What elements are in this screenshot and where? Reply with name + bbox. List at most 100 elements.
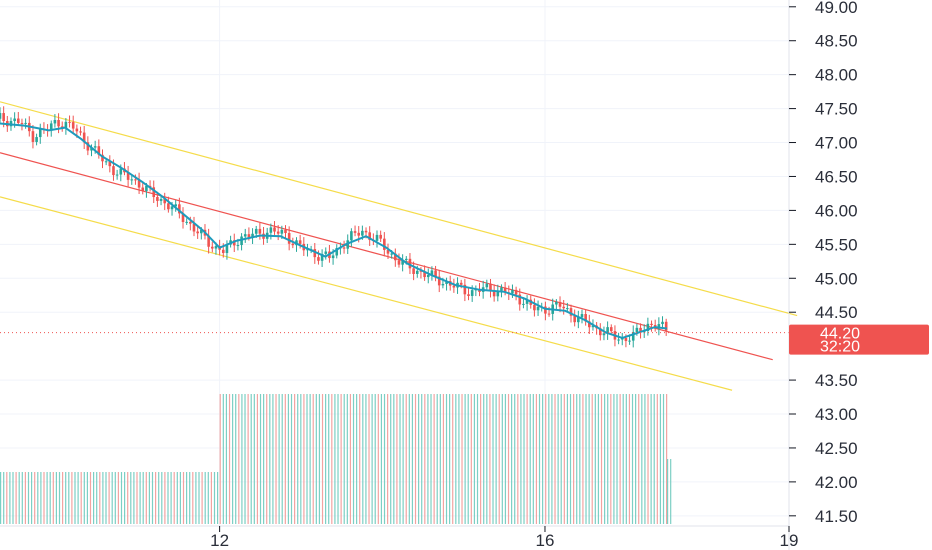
volume-bar: [238, 394, 240, 524]
volume-bar: [442, 394, 445, 524]
candle-body: [243, 234, 247, 237]
volume-bar: [498, 394, 500, 524]
candle-body: [536, 306, 540, 311]
volume-bar: [294, 394, 296, 524]
volume-bar: [198, 472, 200, 524]
candle-body: [518, 294, 522, 305]
volume-bar: [411, 394, 414, 524]
candle-body: [82, 132, 86, 143]
volume-bar: [579, 394, 581, 524]
candle-body: [196, 231, 199, 234]
volume-bar: [594, 394, 596, 524]
candle-body: [181, 213, 185, 222]
candle-body: [577, 317, 580, 323]
price-tick-label: 46.00: [815, 201, 858, 220]
candle-body: [525, 299, 529, 304]
volume-bar: [597, 394, 600, 524]
volume-bar: [653, 394, 655, 524]
volume-bar: [263, 394, 265, 524]
volume-bar: [303, 394, 305, 524]
volume-bar: [275, 394, 277, 524]
candle-body: [573, 315, 576, 323]
price-tick-label: 48.00: [815, 66, 858, 85]
volume-bar: [210, 472, 212, 524]
volume-bar: [309, 394, 311, 524]
candle-body: [401, 259, 404, 265]
candle-body: [57, 119, 60, 127]
volume-bar: [545, 394, 547, 524]
volume-bar: [37, 472, 39, 524]
volume-bar: [387, 394, 389, 524]
volume-bar: [253, 394, 255, 524]
volume-bar: [46, 472, 48, 524]
volume-bar: [9, 472, 11, 524]
candle-body: [434, 270, 437, 277]
candle-body: [350, 231, 353, 241]
volume-bar: [306, 394, 308, 524]
volume-bar: [662, 394, 665, 524]
volume-bar: [352, 394, 355, 524]
candle-body: [287, 233, 291, 244]
candle-body: [145, 185, 148, 191]
candle-body: [258, 228, 262, 234]
volume-bar: [452, 394, 454, 524]
candle-body: [167, 203, 170, 210]
price-tick-label: 46.50: [815, 167, 858, 186]
volume-bar: [102, 472, 104, 524]
candle-body: [20, 122, 24, 124]
volume-bar: [219, 394, 221, 524]
volume-bar: [666, 459, 669, 524]
volume-bar: [195, 472, 197, 524]
volume-bar: [449, 394, 451, 524]
candle-body: [459, 282, 463, 285]
volume-bar: [269, 394, 271, 524]
candle-body: [368, 232, 371, 241]
volume-bar: [405, 394, 407, 524]
volume-bar: [130, 472, 132, 524]
volume-bar: [164, 472, 166, 524]
volume-bar: [105, 472, 107, 524]
candle-body: [558, 301, 562, 307]
volume-bar: [504, 394, 507, 524]
candle-body: [547, 313, 551, 315]
volume-bar: [359, 394, 361, 524]
candle-body: [317, 257, 320, 261]
candle-body: [331, 255, 335, 259]
volume-bar: [535, 394, 538, 524]
candle-body: [280, 229, 284, 234]
volume-bar: [89, 472, 92, 524]
candle-body: [463, 284, 467, 295]
volume-bar: [176, 472, 178, 524]
volume-bar: [483, 394, 485, 524]
price-tick-label: 43.50: [815, 371, 858, 390]
candle-body: [383, 238, 386, 250]
volume-bar: [111, 472, 113, 524]
volume-bar: [281, 394, 283, 524]
volume-bar: [573, 394, 575, 524]
candle-body: [104, 161, 108, 163]
candle-body: [2, 113, 5, 122]
price-tick-label: 47.50: [815, 100, 858, 119]
candle-body: [35, 137, 38, 142]
time-axis[interactable]: 12 16 19: [0, 525, 798, 550]
volume-bar: [136, 472, 138, 524]
volume-bar: [390, 394, 392, 524]
candle-body: [134, 179, 137, 181]
candle-body: [112, 166, 115, 176]
candle-body: [174, 204, 177, 207]
volume-bar: [576, 394, 578, 524]
volume-bar: [142, 472, 144, 524]
volume-bar: [297, 394, 299, 524]
volume-bar: [337, 394, 339, 524]
price-axis[interactable]: 49.00 48.50 48.00 47.50 47.00 46.50 46.00 45.50…: [789, 0, 858, 526]
candle-body: [31, 131, 35, 142]
volume-bar: [591, 394, 593, 524]
volume-bar: [396, 394, 398, 524]
volume-bar: [520, 394, 522, 524]
candle-body: [13, 118, 16, 122]
candle-body: [159, 198, 163, 201]
volume-bar: [328, 394, 330, 524]
volume-bar: [628, 394, 631, 524]
volume-bar: [179, 472, 181, 524]
